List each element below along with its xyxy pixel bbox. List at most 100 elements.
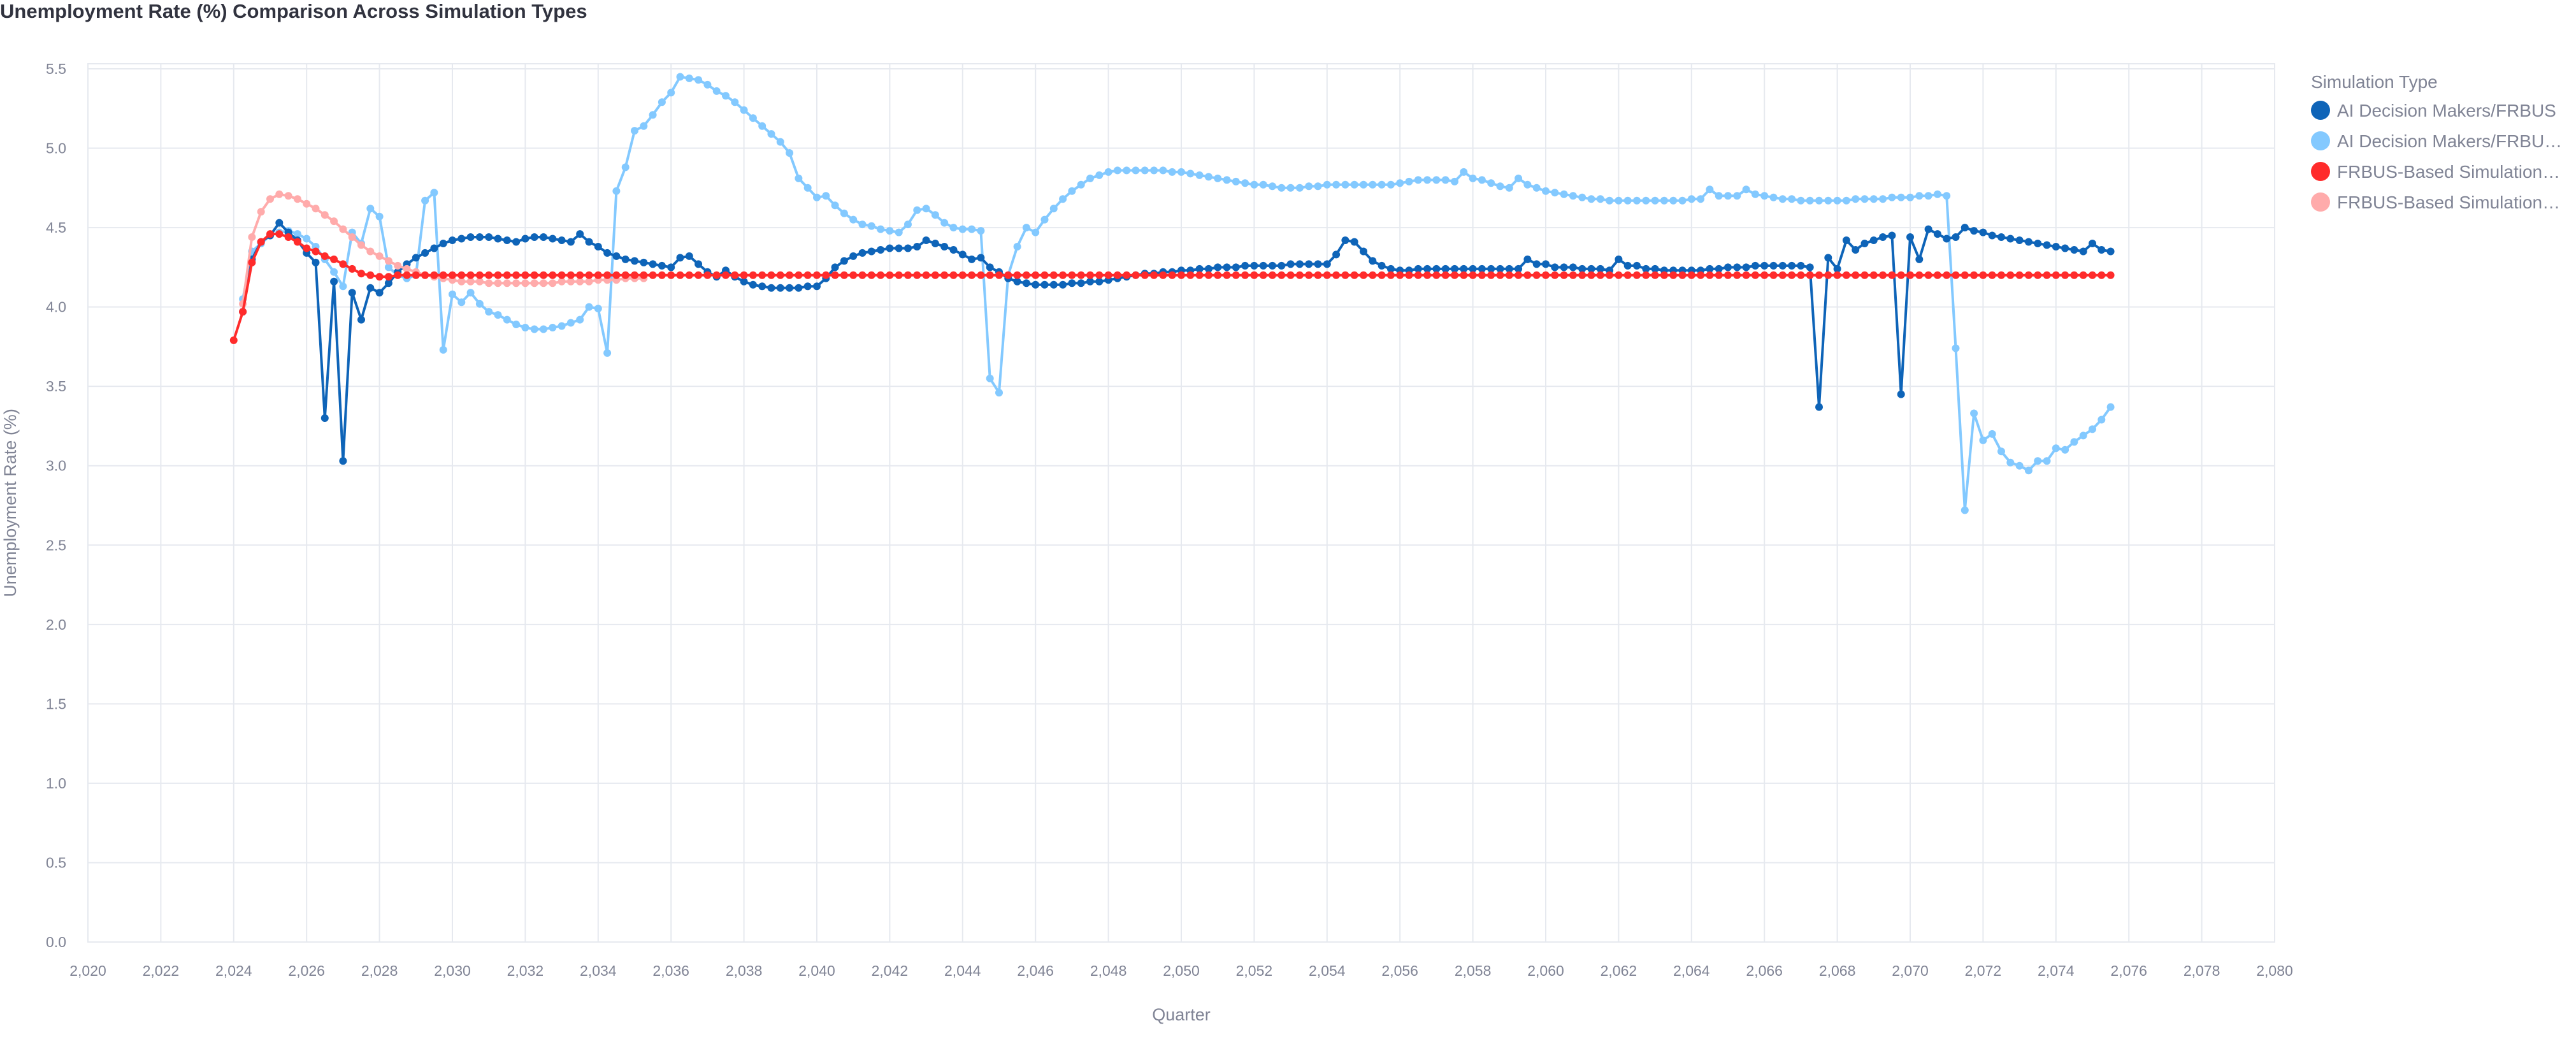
data-point — [1687, 271, 1695, 279]
data-point — [1314, 271, 1322, 279]
data-point — [1760, 192, 1769, 200]
legend-item[interactable]: FRBUS-Based Simulation… — [2311, 162, 2560, 182]
x-tick-label: 2,026 — [288, 962, 325, 979]
legend-swatch — [2311, 192, 2330, 212]
data-point — [1933, 190, 1941, 198]
data-point — [831, 201, 839, 210]
legend-title: Simulation Type — [2311, 72, 2438, 92]
data-point — [649, 260, 657, 268]
data-point — [1852, 195, 1860, 203]
data-point — [803, 184, 812, 192]
data-point — [366, 284, 375, 292]
data-point — [457, 271, 466, 279]
data-point — [2061, 244, 2069, 252]
y-tick-label: 5.5 — [46, 61, 66, 77]
data-point — [1669, 271, 1678, 279]
data-point — [1897, 193, 1905, 201]
data-point — [840, 209, 848, 217]
data-point — [849, 271, 858, 279]
y-axis-ticks: 0.0 0.5 1.0 1.5 2.0 2.5 3.0 3.5 4.0 4.5 5.0 5.5 — [46, 61, 66, 950]
data-point — [1833, 196, 1841, 205]
x-tick-label: 2,060 — [1527, 962, 1564, 979]
data-point — [239, 308, 247, 316]
data-point — [1578, 271, 1587, 279]
data-point — [449, 290, 456, 298]
data-point — [1049, 280, 1058, 289]
legend[interactable]: Simulation Type AI Decision Makers/FRBUS… — [2311, 72, 2562, 212]
data-point — [1478, 265, 1486, 273]
data-point — [1943, 192, 1951, 200]
data-point — [776, 138, 784, 146]
data-point — [1460, 271, 1468, 279]
data-point — [475, 277, 484, 286]
data-point — [1860, 240, 1869, 247]
data-point — [594, 271, 602, 279]
data-point — [266, 230, 274, 238]
data-point — [1040, 280, 1049, 289]
data-point — [1378, 261, 1386, 270]
data-point — [2034, 271, 2042, 279]
data-point — [549, 235, 557, 243]
data-point — [867, 247, 875, 256]
x-tick-label: 2,038 — [726, 962, 763, 979]
series-1 — [239, 73, 2115, 514]
x-tick-label: 2,032 — [507, 962, 544, 979]
data-point — [658, 261, 666, 270]
data-point — [749, 271, 757, 279]
data-point — [1560, 271, 1568, 279]
data-point — [1068, 279, 1076, 287]
data-point — [1742, 263, 1750, 272]
data-point — [995, 389, 1003, 397]
data-point — [403, 265, 411, 273]
data-point — [849, 252, 858, 260]
data-point — [1405, 177, 1413, 185]
data-point — [1350, 271, 1358, 279]
data-point — [1815, 403, 1823, 411]
x-tick-label: 2,020 — [69, 962, 106, 979]
data-point — [357, 241, 365, 249]
data-point — [1195, 265, 1204, 273]
data-point — [1724, 263, 1732, 272]
data-point — [2015, 271, 2024, 279]
data-point — [1350, 180, 1358, 189]
data-point — [1204, 265, 1212, 273]
data-point — [1295, 184, 1304, 192]
data-point — [1250, 261, 1258, 270]
data-point — [1806, 263, 1814, 272]
data-point — [1095, 271, 1104, 279]
data-point — [712, 87, 721, 95]
data-point — [968, 225, 976, 233]
legend-item[interactable]: AI Decision Makers/FRBU… — [2311, 131, 2562, 151]
data-point — [2043, 241, 2051, 249]
data-point — [2089, 271, 2096, 279]
data-point — [1915, 192, 1924, 200]
legend-swatch — [2311, 101, 2330, 120]
series-lines — [229, 73, 2115, 514]
data-point — [1360, 247, 1367, 256]
data-point — [685, 74, 693, 82]
data-point — [566, 277, 575, 286]
data-point — [485, 233, 493, 241]
data-point — [1551, 189, 1559, 197]
data-point — [1523, 271, 1532, 279]
legend-swatch — [2311, 162, 2330, 181]
data-point — [2015, 461, 2024, 470]
data-point — [1551, 263, 1559, 272]
legend-item[interactable]: AI Decision Makers/FRBUS — [2311, 101, 2556, 120]
x-tick-label: 2,042 — [872, 962, 909, 979]
legend-item[interactable]: FRBUS-Based Simulation… — [2311, 192, 2560, 212]
data-point — [685, 271, 693, 279]
data-point — [1842, 271, 1850, 279]
data-point — [1879, 195, 1887, 203]
data-point — [330, 268, 338, 276]
data-point — [303, 244, 311, 252]
data-point — [439, 240, 447, 247]
data-point — [1396, 179, 1404, 187]
plot-area-border — [87, 63, 2275, 943]
data-point — [803, 271, 812, 279]
data-point — [1551, 271, 1559, 279]
data-point — [2043, 457, 2051, 465]
data-point — [1633, 261, 1641, 270]
data-point — [1952, 344, 1960, 352]
x-tick-label: 2,072 — [1965, 962, 2002, 979]
